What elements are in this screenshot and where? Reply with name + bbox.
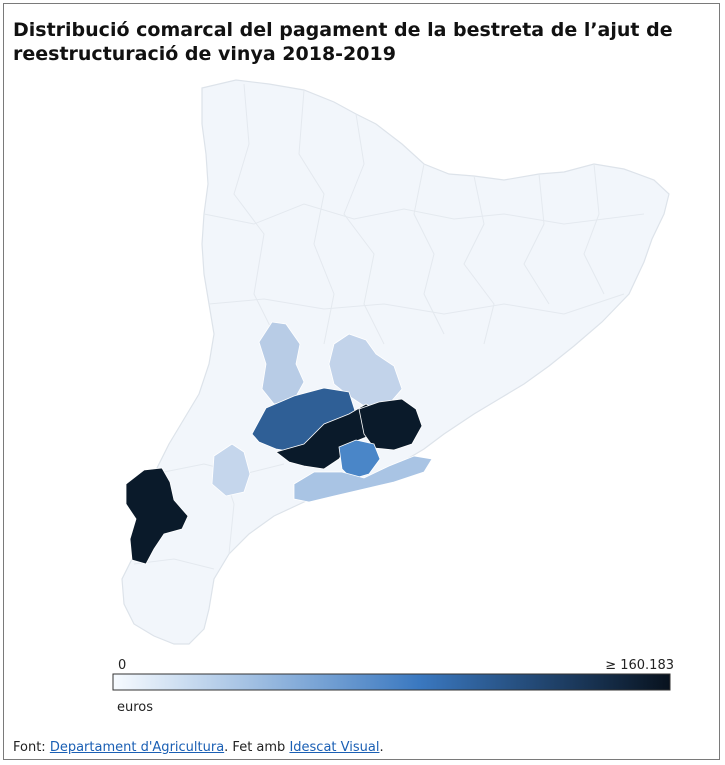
source-suffix: .	[379, 740, 384, 755]
source-link-agricultura[interactable]: Departament d'Agricultura	[49, 740, 225, 755]
legend-gradient	[112, 673, 671, 691]
comarca-light-north	[258, 321, 305, 405]
comarca-light-west	[211, 443, 251, 497]
legend-unit-label: euros	[117, 700, 154, 715]
source-line: Font: Departament d'Agricultura. Fet amb…	[13, 740, 384, 755]
comarca-light-east	[328, 333, 403, 407]
comarca-high-south	[125, 467, 189, 565]
comarca-mid-blue	[338, 439, 381, 480]
map-title: Distribució comarcal del pagament de la …	[13, 19, 673, 65]
source-prefix: Font:	[13, 740, 50, 755]
source-middle: . Fet amb	[224, 740, 290, 755]
legend-min-label: 0	[118, 658, 127, 673]
map-frame: Distribució comarcal del pagament de la …	[3, 3, 720, 760]
comarca-light-coast	[293, 455, 433, 503]
source-link-idescat[interactable]: Idescat Visual	[289, 740, 380, 755]
choropleth-map	[112, 79, 671, 691]
comarca-high-east	[358, 398, 423, 451]
legend-max-label: ≥ 160.183	[605, 658, 674, 673]
catalonia-outline	[121, 79, 670, 645]
